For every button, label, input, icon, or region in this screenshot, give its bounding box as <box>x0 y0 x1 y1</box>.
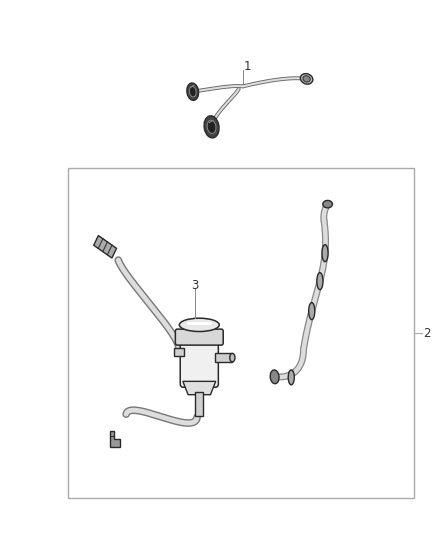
Ellipse shape <box>179 318 219 332</box>
Ellipse shape <box>322 245 328 262</box>
Text: 3: 3 <box>191 279 198 292</box>
Ellipse shape <box>300 74 313 84</box>
Polygon shape <box>183 382 215 394</box>
Ellipse shape <box>207 120 216 133</box>
Ellipse shape <box>189 86 196 97</box>
Text: 2: 2 <box>423 327 431 340</box>
Ellipse shape <box>317 273 323 290</box>
Bar <box>195 392 203 416</box>
Bar <box>215 353 232 362</box>
Ellipse shape <box>204 116 219 138</box>
Text: 1: 1 <box>244 60 251 73</box>
Ellipse shape <box>230 353 235 362</box>
Ellipse shape <box>288 370 294 385</box>
Ellipse shape <box>270 370 279 384</box>
FancyBboxPatch shape <box>175 329 223 345</box>
Bar <box>174 348 184 356</box>
Polygon shape <box>110 431 120 447</box>
FancyBboxPatch shape <box>180 338 218 387</box>
Bar <box>68 168 414 498</box>
Polygon shape <box>94 236 117 258</box>
Ellipse shape <box>323 200 332 208</box>
Ellipse shape <box>309 303 315 320</box>
Ellipse shape <box>303 76 310 82</box>
Ellipse shape <box>187 83 198 100</box>
